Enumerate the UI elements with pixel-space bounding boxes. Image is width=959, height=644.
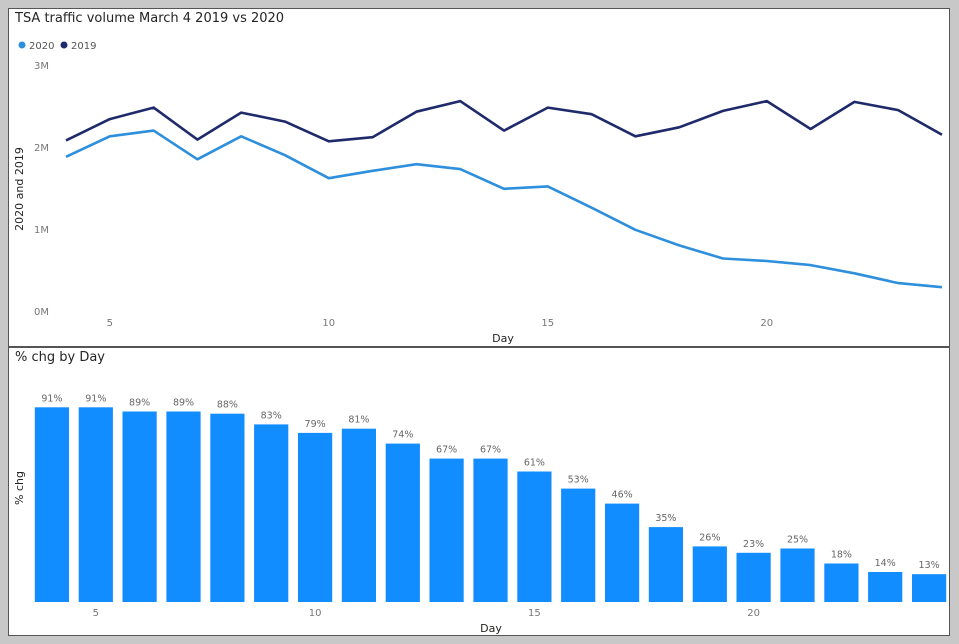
bar-value-label: 89% [173, 398, 194, 409]
bar [912, 574, 947, 602]
bar [868, 572, 903, 602]
bar [298, 432, 333, 602]
bar [210, 413, 245, 602]
y-tick-label: 2M [34, 143, 49, 154]
series-line-2020 [65, 129, 943, 289]
bar-chart-title: % chg by Day [15, 350, 106, 365]
bar-value-label: 46% [612, 490, 633, 501]
series-line-2019 [65, 99, 943, 143]
line-chart: 2020 2019 0M 1M 2M 3M 5 10 15 20 Day 2020 and 2019 [13, 41, 943, 345]
bar [254, 424, 289, 602]
bar-value-label: 25% [787, 535, 808, 546]
bar [736, 552, 771, 602]
x-tick-label: 15 [528, 608, 541, 619]
bar-value-label: 89% [129, 398, 150, 409]
x-tick-label: 5 [93, 608, 99, 619]
x-tick-label: 20 [747, 608, 760, 619]
line-chart-panel: TSA traffic volume March 4 2019 vs 2020 … [8, 8, 950, 347]
bar-value-label: 74% [392, 430, 413, 441]
bar [517, 471, 552, 602]
bar-value-label: 67% [480, 445, 501, 456]
bar [166, 411, 201, 602]
bar [122, 411, 157, 602]
legend-label-2019: 2019 [71, 41, 96, 52]
legend-marker-2019 [60, 41, 68, 49]
bar [648, 527, 683, 602]
bar-value-label: 53% [568, 475, 589, 486]
x-tick-label: 5 [107, 318, 113, 329]
bar-value-label: 81% [348, 415, 369, 426]
legend-marker-2020 [18, 41, 26, 49]
legend-label-2020: 2020 [29, 41, 54, 52]
bar [78, 407, 113, 602]
bar [780, 548, 815, 602]
bar-value-label: 23% [743, 539, 764, 550]
bar-chart: 91% 91% 89% 89% 88% 83% 79% 81% 74% 67% 67% 61% 53% 4… [13, 393, 947, 635]
y-tick-label: 3M [34, 61, 49, 72]
bar-value-label: 88% [217, 400, 238, 411]
line-chart-title: TSA traffic volume March 4 2019 vs 2020 [15, 11, 285, 26]
x-tick-label: 15 [541, 318, 554, 329]
bar-value-label: 14% [875, 558, 896, 569]
bar [561, 488, 596, 602]
bar-value-label: 91% [41, 393, 62, 404]
bar [824, 563, 859, 602]
bar-value-label: 91% [85, 393, 106, 404]
bar-value-label: 83% [261, 410, 282, 421]
bar [473, 458, 508, 602]
bar [429, 458, 464, 602]
bar [692, 546, 727, 602]
y-tick-label: 1M [34, 225, 49, 236]
bar-value-label: 26% [699, 532, 720, 543]
bar [605, 503, 640, 602]
bar [385, 443, 420, 602]
x-tick-label: 20 [760, 318, 773, 329]
bar-value-label: 18% [831, 550, 852, 561]
x-axis-title: Day [492, 332, 514, 345]
bar-chart-panel: % chg by Day 91% 91% 89% 89% 88% 83% 79% 81% 74%… [8, 347, 950, 636]
x-tick-label: 10 [309, 608, 322, 619]
y-tick-label: 0M [34, 307, 49, 318]
bar [34, 407, 69, 602]
x-tick-label: 10 [322, 318, 335, 329]
bar-value-label: 67% [436, 445, 457, 456]
y-axis-title: % chg [13, 471, 26, 505]
bar-value-label: 79% [305, 419, 326, 430]
y-axis-title: 2020 and 2019 [13, 147, 26, 231]
bar [341, 428, 376, 602]
bar-value-label: 13% [919, 560, 940, 571]
bar-value-label: 35% [655, 513, 676, 524]
x-axis-title: Day [480, 622, 502, 635]
bar-value-label: 61% [524, 458, 545, 469]
